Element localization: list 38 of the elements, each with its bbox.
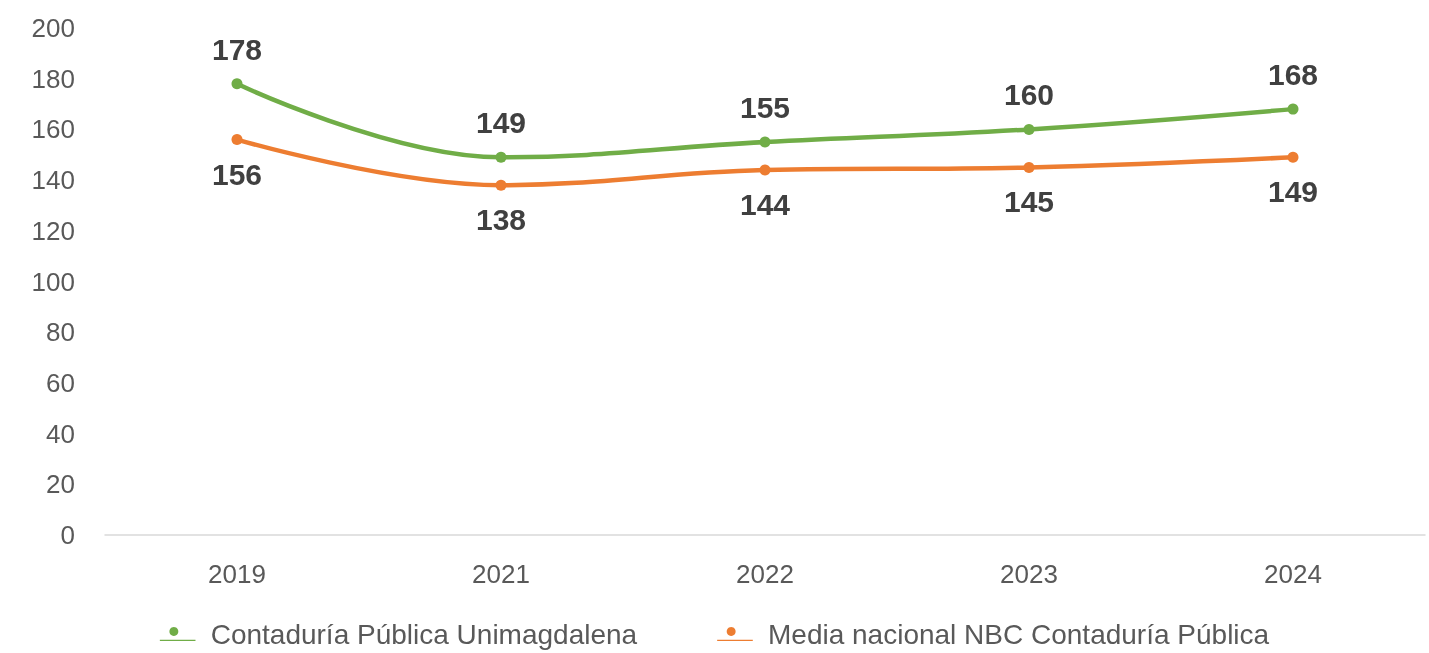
data-label: 144 bbox=[739, 187, 791, 221]
point bbox=[1287, 151, 1299, 163]
y-tick-label: 20 bbox=[46, 469, 75, 500]
y-tick-label: 0 bbox=[60, 520, 75, 550]
data-label: 156 bbox=[211, 157, 263, 191]
y-tick-label: 180 bbox=[31, 63, 75, 94]
legend-label: Contaduría Pública Unimagdalena bbox=[210, 618, 638, 650]
y-tick-label: 40 bbox=[46, 418, 75, 449]
y-tick-label: 140 bbox=[31, 165, 75, 196]
x-tick-label: 2022 bbox=[736, 559, 794, 589]
x-tick-label: 2023 bbox=[1000, 559, 1058, 589]
point bbox=[759, 164, 771, 176]
y-tick-label: 100 bbox=[31, 266, 75, 297]
data-label: 138 bbox=[475, 203, 527, 237]
data-label: 160 bbox=[1003, 78, 1055, 112]
x-tick-label: 2024 bbox=[1264, 559, 1322, 589]
point bbox=[231, 134, 243, 146]
x-tick-label: 2019 bbox=[208, 559, 266, 589]
data-label: 149 bbox=[475, 106, 527, 140]
point bbox=[495, 179, 507, 191]
point bbox=[1023, 161, 1035, 173]
y-tick-label: 60 bbox=[46, 367, 75, 398]
legend-label: Media nacional NBC Contaduría Pública bbox=[767, 618, 1270, 650]
y-tick-label: 80 bbox=[46, 317, 75, 348]
point bbox=[231, 78, 243, 90]
point bbox=[495, 151, 507, 163]
y-tick-label: 120 bbox=[31, 215, 75, 246]
data-label: 178 bbox=[211, 32, 263, 66]
data-label: 155 bbox=[739, 91, 791, 125]
point bbox=[759, 136, 771, 148]
data-label: 145 bbox=[1003, 185, 1055, 219]
x-tick-label: 2021 bbox=[472, 559, 530, 589]
y-tick-label: 160 bbox=[31, 114, 75, 145]
point bbox=[1287, 103, 1299, 115]
y-tick-label: 200 bbox=[31, 13, 75, 43]
data-label: 149 bbox=[1267, 175, 1319, 209]
data-label: 168 bbox=[1267, 58, 1319, 92]
point bbox=[1023, 123, 1035, 135]
